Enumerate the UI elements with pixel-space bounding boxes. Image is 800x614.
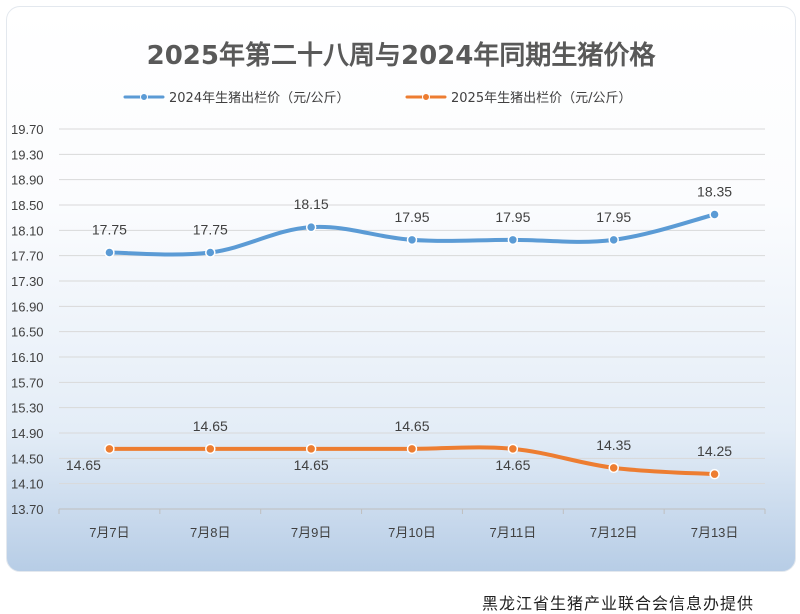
x-tick-label: 7月7日: [89, 525, 129, 540]
data-point: [709, 468, 720, 480]
data-point: [406, 443, 418, 455]
y-tick-label: 18.50: [11, 198, 44, 213]
x-tick-label: 7月11日: [489, 525, 536, 540]
data-point: [709, 209, 720, 220]
y-tick-label: 16.10: [11, 350, 44, 365]
legend-marker-1: [422, 93, 430, 101]
y-tick-label: 16.90: [11, 299, 44, 314]
data-label: 14.65: [294, 457, 329, 473]
data-label: 14.65: [193, 418, 228, 434]
data-point: [104, 443, 115, 455]
data-point: [104, 247, 115, 258]
legend: 2024年生猪出栏价（元/公斤） 2025年生猪出栏价（元/公斤）: [123, 91, 631, 106]
data-label: 17.95: [596, 209, 631, 225]
legend-marker-0: [140, 93, 148, 101]
x-tick-label: 7月13日: [691, 525, 739, 540]
y-tick-label: 14.50: [11, 451, 44, 466]
y-tick-label: 15.70: [11, 375, 44, 390]
data-point: [608, 234, 619, 246]
data-label: 17.75: [92, 222, 127, 238]
data-point: [205, 247, 216, 258]
data-label: 14.25: [697, 443, 732, 459]
legend-label-0: 2024年生猪出栏价（元/公斤）: [169, 91, 349, 106]
y-tick-label: 17.30: [11, 274, 44, 289]
data-point: [507, 234, 519, 246]
data-label: 14.65: [394, 418, 429, 434]
chart-panel: 2025年第二十八周与2024年同期生猪价格 2024年生猪出栏价（元/公斤） 2…: [6, 6, 796, 572]
x-axis: 7月7日 7月8日 7月9日 7月10日 7月11日 7月12日 7月13日: [58, 508, 766, 540]
y-tick-label: 19.30: [11, 147, 44, 162]
data-label: 17.75: [193, 222, 228, 238]
data-label: 14.65: [66, 457, 101, 473]
data-label: 14.35: [596, 437, 631, 453]
series-group: 17.75 17.75 18.15 17.95 17.95 17.95 18.35 14.65…: [66, 184, 732, 480]
x-tick-label: 7月8日: [190, 525, 230, 540]
y-axis: 19.70 19.30 18.90 18.50 18.10 17.70 17.30 16.90…: [11, 122, 44, 517]
data-label: 18.15: [294, 196, 329, 212]
y-tick-label: 13.70: [11, 502, 44, 517]
data-label: 17.95: [495, 209, 530, 225]
x-tick-label: 7月9日: [291, 525, 331, 540]
y-tick-label: 14.90: [11, 426, 44, 441]
y-tick-label: 19.70: [11, 122, 44, 137]
line-chart: 2025年第二十八周与2024年同期生猪价格 2024年生猪出栏价（元/公斤） 2…: [11, 40, 766, 540]
data-point: [608, 462, 619, 474]
data-point: [205, 443, 216, 455]
data-label: 17.95: [394, 209, 429, 225]
x-tick-label: 7月10日: [388, 525, 436, 540]
data-point: [305, 221, 317, 233]
x-tick-label: 7月12日: [590, 525, 638, 540]
chart-title: 2025年第二十八周与2024年同期生猪价格: [147, 40, 657, 71]
y-tick-label: 15.30: [11, 401, 44, 416]
data-point: [305, 443, 317, 455]
legend-label-1: 2025年生猪出栏价（元/公斤）: [451, 91, 631, 106]
y-tick-label: 16.50: [11, 325, 44, 340]
data-point: [406, 234, 418, 246]
y-tick-label: 17.70: [11, 249, 44, 264]
data-point: [507, 443, 519, 455]
source-note: 黑龙江省生猪产业联合会信息办提供: [481, 594, 754, 613]
data-label: 14.65: [495, 457, 530, 473]
y-tick-label: 18.90: [11, 173, 44, 188]
y-tick-label: 18.10: [11, 223, 44, 238]
y-tick-label: 14.10: [11, 477, 44, 492]
data-label: 18.35: [697, 184, 732, 200]
